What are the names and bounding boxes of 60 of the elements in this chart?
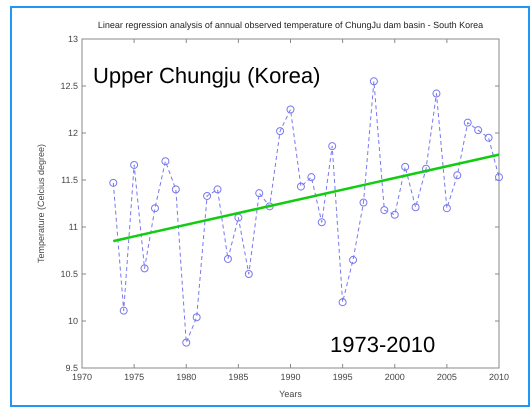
y-tick-label: 9.5: [65, 363, 78, 373]
y-tick-label: 12.5: [60, 81, 78, 91]
point: [161, 157, 170, 166]
point: [412, 203, 420, 212]
point: [442, 204, 451, 212]
x-tick-label: 1990: [280, 372, 301, 382]
x-tick-label: 1985: [228, 372, 248, 382]
point: [432, 90, 440, 98]
point: [150, 204, 159, 212]
point: [255, 189, 264, 198]
point: [318, 218, 326, 226]
point: [359, 198, 368, 207]
annotation: 1973-2010: [330, 332, 436, 357]
annotation: Upper Chungju (Korea): [93, 63, 320, 88]
point: [182, 338, 190, 347]
point: [307, 173, 316, 182]
point: [495, 173, 503, 182]
y-tick-label: 11.5: [61, 175, 78, 185]
y-tick-label: 10: [68, 316, 78, 326]
y-tick-label: 13: [68, 34, 78, 44]
point: [474, 126, 482, 134]
point: [234, 214, 242, 222]
point: [390, 210, 399, 219]
x-tick-label: 2005: [436, 372, 457, 382]
point: [453, 171, 462, 180]
point: [328, 142, 336, 150]
point: [484, 134, 493, 142]
point: [276, 127, 284, 136]
point: [172, 185, 180, 194]
chart-title: Linear regression analysis of annual observed temperature of ChungJu dam basin - South Korea: [98, 20, 484, 30]
point: [214, 185, 222, 194]
point: [370, 77, 378, 86]
point: [120, 306, 128, 315]
y-axis-title: Temperature (Celcius degree): [36, 144, 46, 264]
x-tick-label: 1980: [176, 372, 196, 382]
point: [296, 182, 305, 191]
x-tick-label: 1975: [124, 372, 144, 382]
point: [349, 256, 358, 264]
point: [338, 298, 347, 306]
point: [286, 106, 294, 114]
x-tick-label: 2010: [488, 372, 510, 382]
point: [380, 206, 388, 214]
point: [109, 178, 118, 187]
point: [224, 254, 232, 263]
y-tick-label: 10.5: [60, 269, 78, 279]
point: [464, 118, 472, 127]
point: [244, 270, 253, 278]
point: [140, 264, 149, 272]
point: [130, 160, 138, 169]
point: [266, 202, 274, 210]
point: [422, 164, 430, 173]
x-tick-label: 2000: [384, 372, 405, 382]
point: [192, 313, 201, 322]
y-tick-label: 12: [68, 128, 78, 138]
x-tick-label: 1970: [72, 372, 92, 382]
point: [203, 192, 212, 200]
x-tick-label: 1995: [332, 372, 353, 382]
point: [401, 162, 410, 171]
y-tick-label: 11: [68, 222, 78, 232]
x-axis-title: Years: [279, 389, 302, 399]
